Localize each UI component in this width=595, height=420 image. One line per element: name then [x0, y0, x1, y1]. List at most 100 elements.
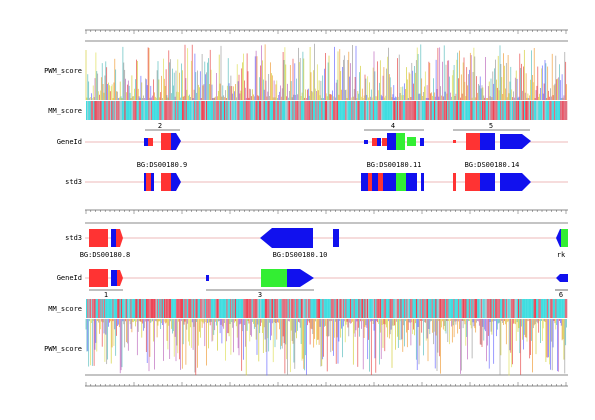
score-cell	[138, 101, 141, 120]
score-cell	[214, 299, 216, 318]
score-cell	[93, 299, 95, 318]
score-cell	[124, 299, 126, 318]
score-cell	[477, 299, 479, 318]
track-label-geneid-top: GeneId	[56, 138, 82, 146]
score-cell	[516, 299, 519, 318]
score-cell	[381, 101, 383, 120]
score-cell	[149, 101, 151, 120]
score-cell	[275, 101, 277, 120]
gene-model-2[interactable]	[144, 133, 181, 150]
score-cell	[228, 299, 231, 318]
gene-model-3[interactable]	[206, 269, 314, 287]
score-cell	[183, 101, 185, 120]
score-cell	[425, 299, 427, 318]
score-cell	[544, 101, 546, 120]
score-cell	[148, 101, 150, 120]
score-cell	[538, 299, 540, 318]
std3-model-11[interactable]	[361, 173, 424, 191]
score-cell	[86, 101, 88, 120]
score-cell	[454, 299, 456, 318]
score-cell	[275, 299, 277, 318]
score-cell	[509, 299, 511, 318]
std3-model-9[interactable]	[144, 173, 181, 191]
score-cell	[489, 101, 491, 120]
score-cell	[95, 299, 97, 318]
score-cell	[105, 299, 107, 318]
score-cell	[141, 101, 143, 120]
score-cell	[212, 101, 214, 120]
score-cell	[110, 299, 112, 318]
score-cell	[224, 101, 226, 120]
score-cell	[462, 101, 465, 120]
score-cell	[104, 101, 106, 120]
score-cell	[207, 101, 209, 120]
score-cell	[383, 101, 385, 120]
score-cell	[566, 101, 568, 120]
score-cell	[173, 299, 175, 318]
score-cell	[562, 299, 564, 318]
score-cell	[136, 299, 138, 318]
score-cell	[249, 101, 251, 120]
gene-model-4[interactable]	[364, 133, 424, 150]
score-cell	[398, 299, 400, 318]
score-cell	[554, 299, 556, 318]
score-cell	[374, 299, 376, 318]
pwm-score-track-bottom	[85, 319, 567, 376]
score-cell	[302, 299, 304, 318]
score-cell	[222, 101, 225, 120]
score-cell	[290, 299, 292, 318]
score-cell	[320, 299, 322, 318]
score-cell	[371, 299, 373, 318]
score-cell	[432, 101, 435, 120]
gene-model-1[interactable]	[89, 269, 123, 287]
score-cell	[250, 101, 252, 120]
score-cell	[114, 101, 117, 120]
std3-model-14[interactable]	[453, 173, 531, 191]
gene-name-8: BG:DS00180.8	[80, 251, 131, 259]
score-cell	[496, 299, 498, 318]
score-cell	[504, 101, 507, 120]
score-cell	[443, 101, 445, 120]
score-cell	[466, 299, 468, 318]
score-cell	[357, 101, 359, 120]
score-cell	[430, 299, 432, 318]
score-cell	[530, 299, 532, 318]
score-cell	[551, 101, 553, 120]
score-cell	[322, 101, 324, 120]
score-cell	[176, 299, 178, 318]
score-cell	[478, 299, 480, 318]
score-cell	[104, 299, 106, 318]
score-cell	[227, 299, 229, 318]
score-cell	[170, 299, 172, 318]
score-cell	[182, 299, 184, 318]
score-cell	[99, 299, 101, 318]
std3-model-10[interactable]	[260, 228, 339, 248]
score-cell	[506, 101, 508, 120]
score-cell	[356, 299, 358, 318]
score-cell	[423, 299, 425, 318]
std3-model-rk[interactable]	[556, 229, 568, 247]
score-cell	[416, 101, 418, 120]
score-cell	[290, 101, 292, 120]
score-cell	[438, 101, 441, 120]
score-cell	[306, 299, 309, 318]
score-cell	[161, 299, 163, 318]
score-cell	[197, 101, 199, 120]
score-cell	[138, 299, 141, 318]
gene-model-6[interactable]	[556, 274, 568, 282]
gene-number-2: 2	[158, 122, 162, 130]
score-cell	[556, 299, 558, 318]
score-cell	[230, 299, 232, 318]
score-cell	[179, 101, 181, 120]
score-cell	[105, 101, 107, 120]
score-cell	[376, 299, 378, 318]
score-cell	[560, 299, 562, 318]
score-cell	[510, 101, 513, 120]
score-cell	[232, 299, 234, 318]
score-cell	[518, 101, 520, 120]
gene-model-5[interactable]	[453, 133, 531, 150]
score-cell	[492, 299, 495, 318]
gene-name-14: BG:DS00180.14	[465, 161, 520, 169]
std3-model-8[interactable]	[89, 229, 123, 247]
score-cell	[410, 299, 412, 318]
